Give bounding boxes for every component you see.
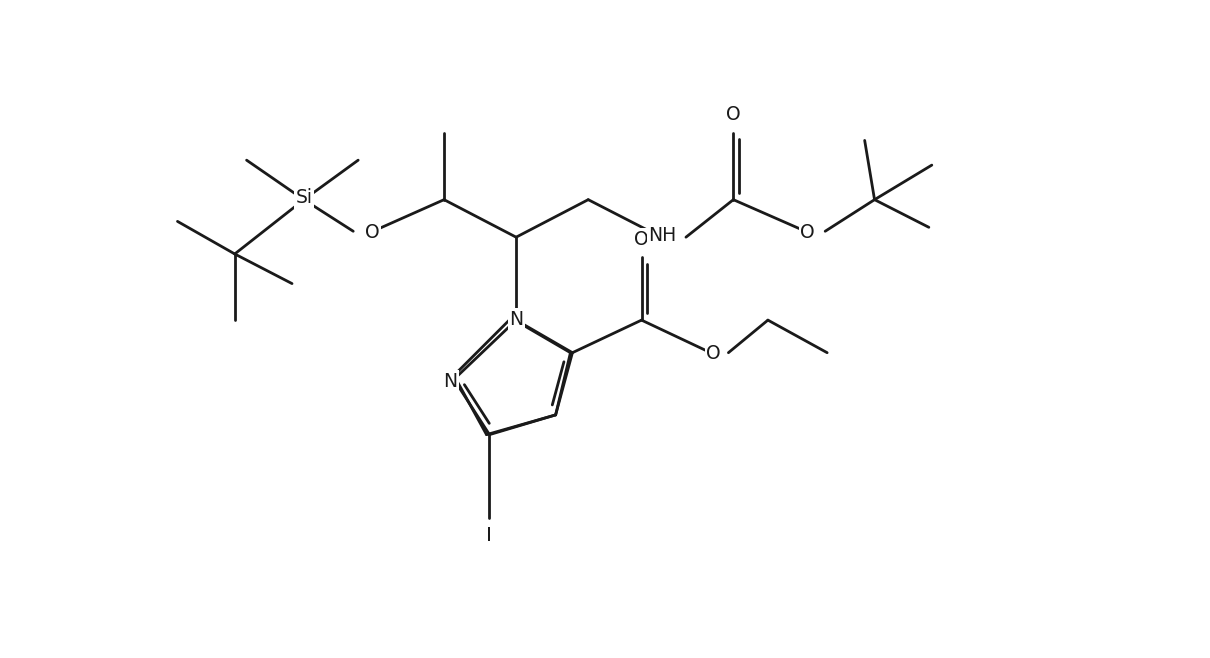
Text: N: N <box>443 372 457 391</box>
Text: O: O <box>634 230 649 249</box>
Text: Si: Si <box>295 188 312 207</box>
Text: N: N <box>509 310 523 328</box>
Text: O: O <box>726 105 741 124</box>
Text: O: O <box>800 223 814 241</box>
Text: O: O <box>364 223 379 241</box>
Text: I: I <box>486 526 492 545</box>
Text: NH: NH <box>649 226 676 245</box>
Text: O: O <box>707 344 721 363</box>
